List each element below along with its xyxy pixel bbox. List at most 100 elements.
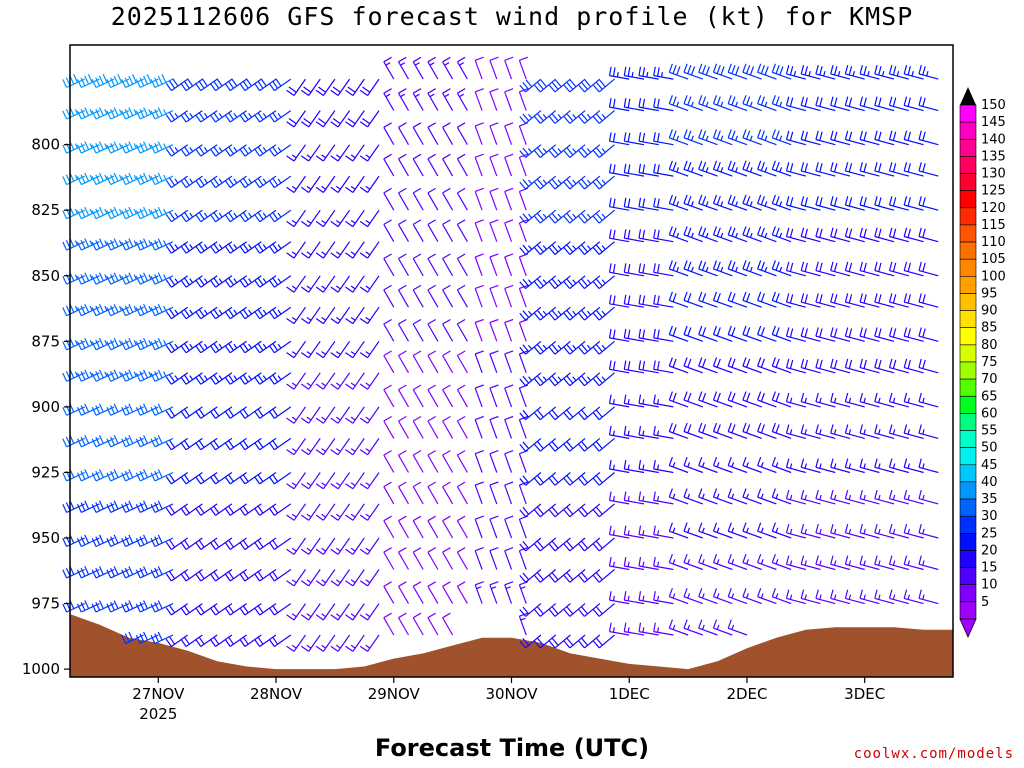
wind-barb: [623, 591, 645, 605]
colorbar-label: 110: [981, 235, 1006, 250]
wind-barb: [698, 391, 718, 408]
wind-barb: [91, 303, 115, 317]
wind-barb: [106, 272, 130, 285]
colorbar-swatch: [959, 190, 977, 209]
wind-barb: [918, 589, 939, 605]
wind-barb: [519, 340, 542, 355]
wind-barb: [638, 197, 659, 211]
wind-barb: [397, 515, 410, 539]
wind-barb: [76, 500, 100, 513]
wind-barb: [830, 489, 851, 505]
wind-barb: [286, 306, 306, 325]
wind-barb: [534, 241, 557, 255]
wind-barb: [209, 537, 233, 550]
wind-barb: [427, 450, 439, 473]
wind-barb: [638, 394, 659, 408]
wind-barb: [91, 566, 115, 579]
wind-barb: [668, 619, 689, 636]
wind-barb: [534, 406, 557, 421]
wind-barb: [383, 384, 395, 408]
wind-barb: [397, 122, 410, 145]
wind-barb: [456, 384, 468, 408]
colorbar-swatch: [959, 104, 977, 123]
wind-barb: [209, 503, 233, 516]
wind-barb: [195, 472, 218, 485]
wind-barb: [815, 293, 836, 308]
wind-barb: [815, 489, 836, 505]
wind-barb: [106, 403, 130, 416]
wind-barb: [330, 78, 351, 96]
wind-barb: [742, 588, 762, 605]
wind-barb: [195, 372, 218, 385]
wind-barb: [785, 489, 806, 505]
wind-barb: [504, 350, 514, 374]
wind-barb: [548, 406, 571, 421]
wind-barb: [518, 56, 529, 80]
wind-barb: [548, 241, 571, 255]
wind-barb: [504, 515, 514, 539]
wind-barb: [844, 424, 865, 439]
x-tick-label: 30NOV: [485, 685, 538, 703]
wind-barb: [638, 525, 659, 539]
wind-barb: [195, 503, 218, 516]
wind-barb: [800, 489, 821, 505]
wind-barb: [397, 284, 410, 308]
wind-barb: [771, 226, 792, 243]
wind-barb: [91, 369, 115, 382]
wind-barb: [359, 144, 380, 162]
wind-barb: [359, 209, 380, 228]
wind-barb: [150, 631, 174, 645]
wind-barb: [519, 209, 542, 224]
wind-barb: [286, 503, 306, 521]
wind-barb: [330, 209, 351, 228]
wind-barb: [268, 78, 292, 92]
wind-barb: [608, 98, 630, 112]
wind-barb: [397, 318, 410, 342]
wind-barb: [518, 415, 529, 439]
wind-barb: [315, 209, 336, 228]
wind-barb: [918, 489, 939, 505]
wind-barb: [519, 437, 542, 452]
wind-barb: [300, 472, 321, 490]
wind-barb: [106, 74, 130, 89]
wind-barb: [800, 196, 821, 211]
wind-barb: [592, 634, 615, 649]
wind-barb: [578, 209, 601, 224]
wind-barb: [286, 275, 306, 293]
credit-text[interactable]: coolwx.com/models: [853, 746, 1014, 762]
wind-barb: [224, 406, 247, 419]
wind-barb: [785, 261, 806, 277]
wind-barb: [638, 229, 659, 243]
wind-barb: [519, 472, 542, 486]
wind-barb: [534, 275, 557, 290]
wind-barb: [518, 284, 529, 308]
wind-barb: [397, 481, 410, 505]
wind-barb: [757, 422, 777, 439]
wind-barb: [474, 415, 484, 439]
wind-barb: [209, 144, 233, 157]
wind-barb: [638, 425, 659, 439]
wind-barb: [830, 392, 851, 408]
wind-barb: [888, 65, 909, 80]
wind-barb: [918, 196, 939, 211]
wind-barb: [668, 391, 689, 408]
wind-barb: [712, 260, 733, 277]
wind-barb: [76, 337, 100, 351]
wind-barb: [771, 260, 792, 277]
wind-barb: [859, 424, 880, 439]
wind-barb: [359, 175, 380, 193]
wind-barb: [785, 424, 806, 439]
wind-barb: [519, 144, 542, 158]
wind-barb: [903, 196, 924, 211]
wind-barb: [121, 566, 144, 579]
wind-barb: [519, 634, 542, 649]
colorbar-label: 100: [981, 269, 1006, 284]
wind-barb: [771, 522, 792, 539]
wind-barb: [286, 406, 306, 424]
wind-barb: [608, 459, 630, 474]
wind-barb: [150, 534, 174, 548]
wind-barb: [412, 350, 424, 374]
wind-barb: [757, 291, 777, 308]
wind-barb: [121, 272, 144, 285]
wind-barb: [359, 569, 380, 587]
